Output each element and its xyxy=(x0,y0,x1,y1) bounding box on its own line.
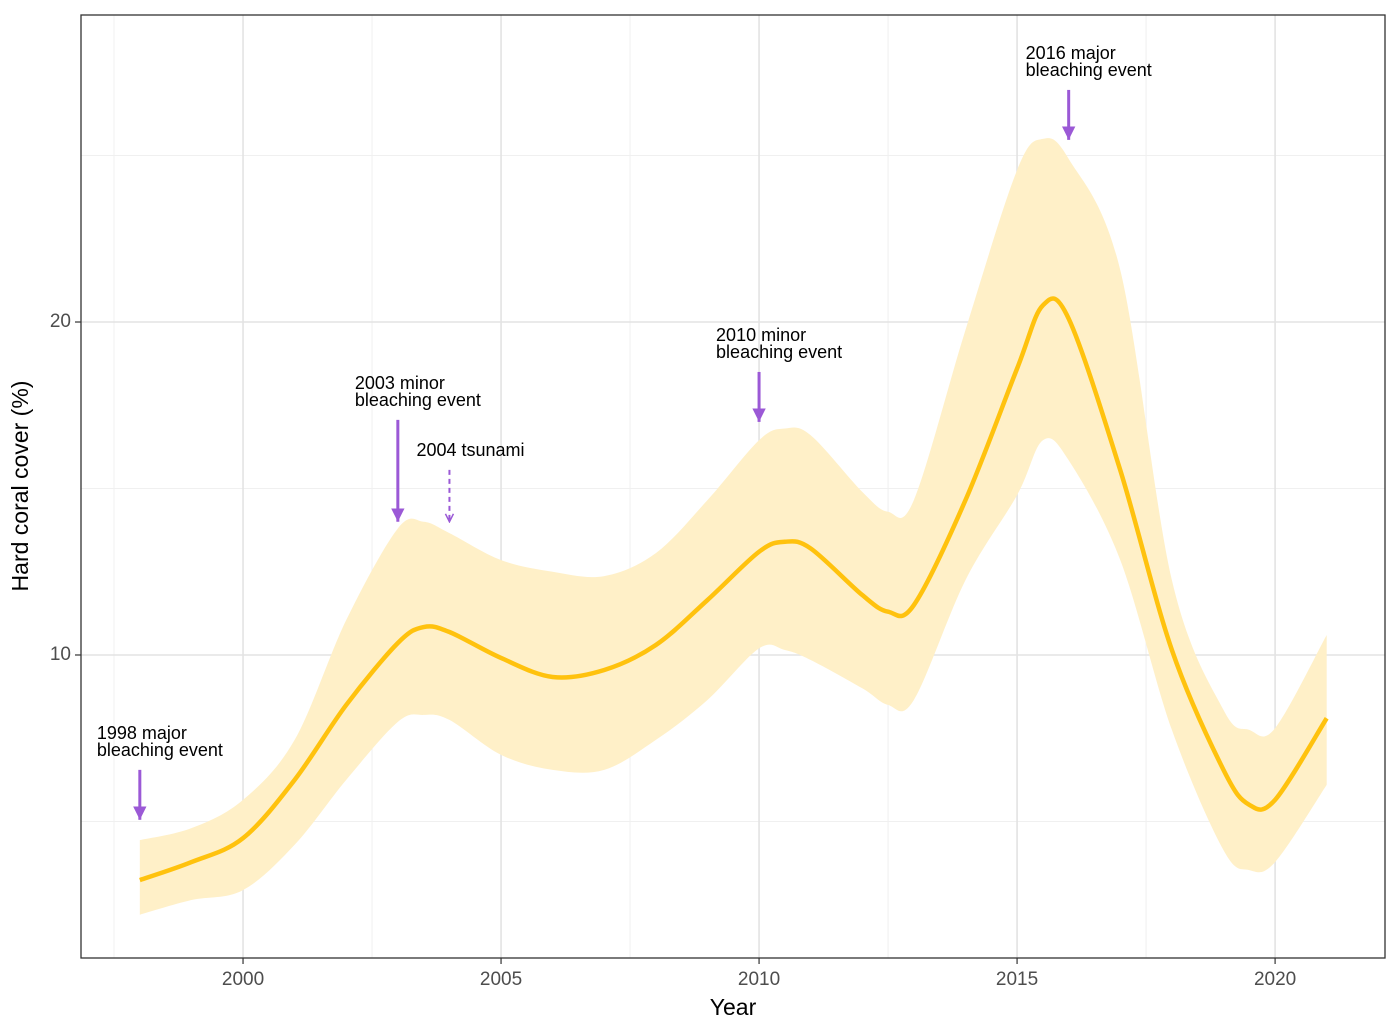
line xyxy=(139,296,1329,883)
x-tick-label: 2010 xyxy=(738,969,780,990)
y-tick-label: 20 xyxy=(50,311,71,332)
annotation-text: 2016 major xyxy=(1026,43,1116,63)
annotation-text: bleaching event xyxy=(97,740,223,760)
panel-border xyxy=(80,14,1386,959)
x-tick-label: 2020 xyxy=(1254,969,1296,990)
annotation-text: bleaching event xyxy=(716,342,842,362)
x-tick-label: 2000 xyxy=(222,969,264,990)
x-axis-title: Year xyxy=(710,994,757,1020)
x-tick-label: 2005 xyxy=(480,969,522,990)
annotation-text: 2004 tsunami xyxy=(416,440,524,460)
x-tick-label: 2015 xyxy=(996,969,1038,990)
annotation-text: 1998 major xyxy=(97,723,187,743)
annotation-text: bleaching event xyxy=(1026,60,1152,80)
annotation-text: bleaching event xyxy=(355,390,481,410)
annotation-text: 2010 minor xyxy=(716,325,806,345)
y-tick-label: 10 xyxy=(50,644,71,665)
y-axis-title: Hard coral cover (%) xyxy=(7,381,33,592)
confidence-band xyxy=(139,138,1327,915)
annotation-text: 2003 minor xyxy=(355,373,445,393)
